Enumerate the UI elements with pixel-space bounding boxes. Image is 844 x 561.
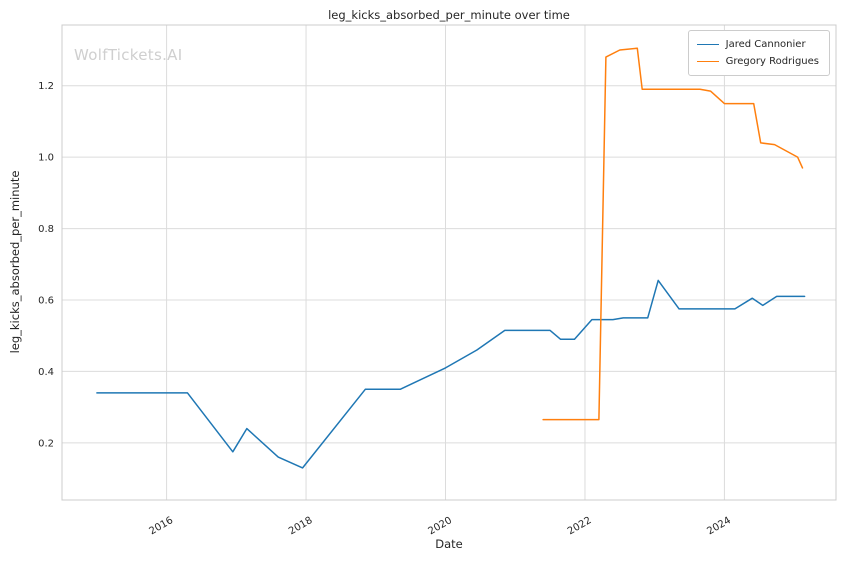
- legend-item: Jared Cannonier: [696, 36, 819, 53]
- y-tick-label: 0.2: [38, 438, 54, 449]
- y-tick-label: 0.6: [38, 296, 54, 307]
- x-tick-label: 2016: [148, 515, 176, 537]
- y-tick-label: 1.2: [38, 81, 54, 92]
- x-tick-label: 2024: [705, 515, 733, 537]
- y-tick-label: 0.8: [38, 224, 54, 235]
- x-tick-label: 2018: [287, 515, 315, 537]
- watermark: WolfTickets.AI: [74, 46, 183, 64]
- chart-title: leg_kicks_absorbed_per_minute over time: [328, 8, 570, 22]
- x-tick-label: 2020: [426, 515, 454, 537]
- y-axis-label: leg_kicks_absorbed_per_minute: [8, 170, 22, 354]
- legend-item: Gregory Rodrigues: [696, 53, 819, 70]
- y-tick-label: 0.4: [38, 367, 54, 378]
- x-axis-label: Date: [435, 537, 463, 551]
- legend: Jared Cannonier Gregory Rodrigues: [687, 30, 830, 76]
- legend-label: Jared Cannonier: [725, 39, 806, 50]
- plot-border: [61, 24, 837, 501]
- legend-line-swatch: [696, 61, 719, 62]
- series-line-jared-cannonier: [96, 279, 806, 469]
- y-tick-label: 1.0: [38, 153, 54, 164]
- legend-label: Gregory Rodrigues: [725, 56, 819, 67]
- legend-line-swatch: [696, 44, 719, 45]
- x-tick-label: 2022: [566, 515, 594, 537]
- series-line-gregory-rodrigues: [542, 47, 804, 421]
